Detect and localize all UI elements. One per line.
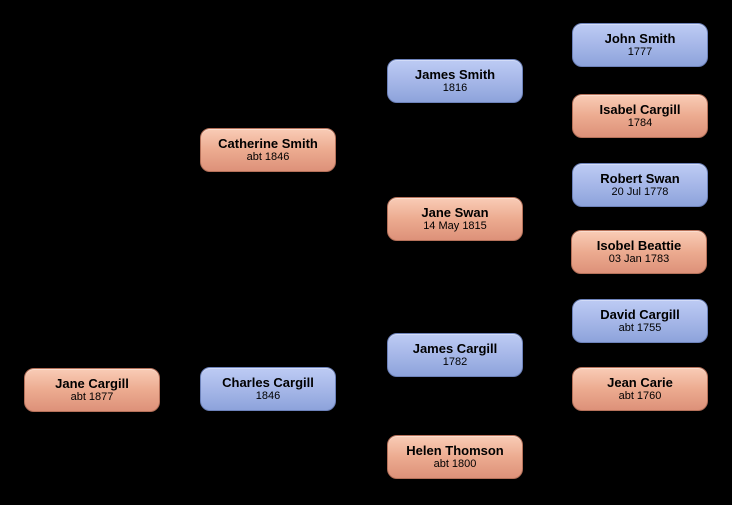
person-birthdate: 1846 <box>255 390 281 402</box>
person-name: Isobel Beattie <box>596 238 682 253</box>
person-box-catherine-smith[interactable]: Catherine Smith abt 1846 <box>200 128 336 172</box>
person-box-jane-cargill[interactable]: Jane Cargill abt 1877 <box>24 368 160 412</box>
person-birthdate: 03 Jan 1783 <box>608 253 670 265</box>
person-name: John Smith <box>604 31 676 46</box>
person-box-isabel-cargill[interactable]: Isabel Cargill 1784 <box>572 94 708 138</box>
person-birthdate: 14 May 1815 <box>423 220 487 232</box>
person-name: Helen Thomson <box>406 443 504 458</box>
person-box-james-cargill[interactable]: James Cargill 1782 <box>387 333 523 377</box>
person-name: James Cargill <box>412 341 498 356</box>
person-birthdate: 1782 <box>442 356 468 368</box>
person-box-john-smith[interactable]: John Smith 1777 <box>572 23 708 67</box>
person-box-robert-swan[interactable]: Robert Swan 20 Jul 1778 <box>572 163 708 207</box>
person-name: Jean Carie <box>607 375 673 390</box>
person-name: Robert Swan <box>600 171 680 186</box>
person-name: Isabel Cargill <box>599 102 681 117</box>
person-birthdate: 1816 <box>442 82 468 94</box>
person-birthdate: abt 1760 <box>618 390 662 402</box>
person-box-david-cargill[interactable]: David Cargill abt 1755 <box>572 299 708 343</box>
person-box-charles-cargill[interactable]: Charles Cargill 1846 <box>200 367 336 411</box>
person-birthdate: abt 1877 <box>70 391 114 403</box>
person-name: David Cargill <box>600 307 680 322</box>
person-box-isobel-beattie[interactable]: Isobel Beattie 03 Jan 1783 <box>571 230 707 274</box>
person-name: Charles Cargill <box>222 375 314 390</box>
person-birthdate: abt 1846 <box>246 151 290 163</box>
person-name: James Smith <box>414 67 496 82</box>
person-birthdate: 20 Jul 1778 <box>611 186 669 198</box>
person-name: Catherine Smith <box>218 136 318 151</box>
person-name: Jane Cargill <box>55 376 129 391</box>
person-box-james-smith[interactable]: James Smith 1816 <box>387 59 523 103</box>
person-birthdate: 1784 <box>627 117 653 129</box>
person-box-helen-thomson[interactable]: Helen Thomson abt 1800 <box>387 435 523 479</box>
person-box-jean-carie[interactable]: Jean Carie abt 1760 <box>572 367 708 411</box>
person-birthdate: abt 1755 <box>618 322 662 334</box>
person-box-jane-swan[interactable]: Jane Swan 14 May 1815 <box>387 197 523 241</box>
person-name: Jane Swan <box>421 205 489 220</box>
person-birthdate: 1777 <box>627 46 653 58</box>
person-birthdate: abt 1800 <box>433 458 477 470</box>
